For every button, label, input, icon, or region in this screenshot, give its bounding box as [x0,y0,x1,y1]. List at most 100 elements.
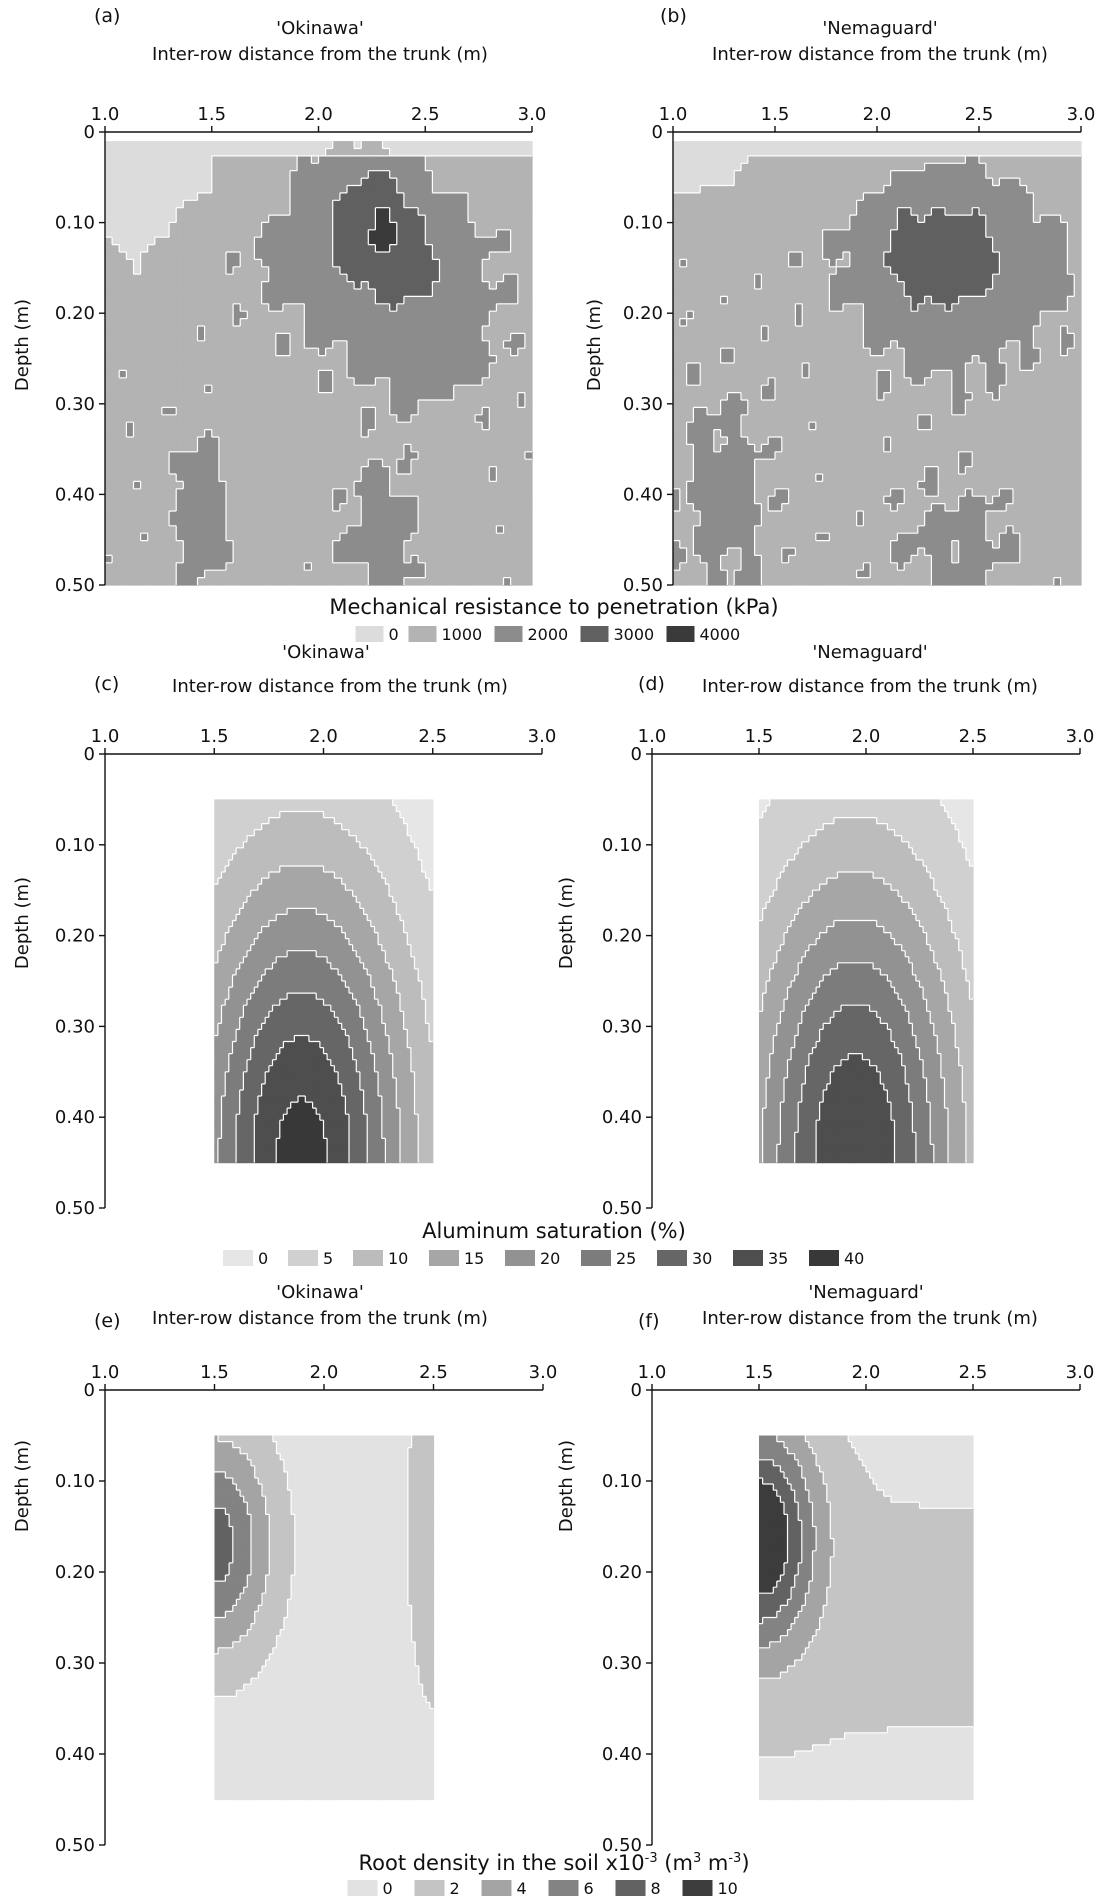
contour-lines [673,155,1081,585]
legend-swatch [429,1250,459,1266]
y-tick-label: 0.20 [55,1562,95,1583]
legend-swatch [288,1250,318,1266]
legend-label: 4000 [700,625,741,644]
panel-f-xlabel: Inter-row distance from the trunk (m) [702,1308,1038,1329]
y-tick-label: 0.10 [602,1471,642,1492]
legend-label: 30 [692,1249,712,1268]
panel-c: (c) 'Okinawa' Inter-row distance from th… [12,642,556,1219]
y-tick-label: 0.50 [602,1198,642,1219]
y-tick-label: 0.30 [55,394,95,415]
axes [646,1384,1081,1846]
x-tick-label: 2.5 [965,104,994,125]
panel-f-title: 'Nemaguard' [808,1282,923,1303]
axes [646,748,1081,1209]
y-tick-label: 0.40 [623,484,663,505]
panel-d-title: 'Nemaguard' [812,642,927,663]
x-tick-label: 1.5 [745,1362,774,1383]
panel-f: (f) 'Nemaguard' Inter-row distance from … [556,1282,1094,1856]
y-tick-label: 0.20 [55,303,95,324]
x-tick-label: 1.0 [91,104,120,125]
contour-field [214,799,434,1164]
panel-b-ylabel: Depth (m) [584,299,605,391]
contour-lines [759,1435,973,1758]
y-tick-label: 0 [631,744,642,765]
legend-label: 10 [718,1879,738,1898]
legend-label: 15 [464,1249,484,1268]
legend-swatch [408,626,437,642]
axes [99,126,533,586]
y-tick-label: 0.40 [602,1744,642,1765]
panel-e-xlabel: Inter-row distance from the trunk (m) [152,1308,488,1329]
legend-swatch [615,1880,646,1896]
legend-swatch [353,1250,383,1266]
panel-e: (e) 'Okinawa' Inter-row distance from th… [12,1282,557,1856]
legend-aluminum: Aluminum saturation (%) 0 5 10 15 20 25 30 35 40 [223,1219,864,1268]
legend-swatch [657,1250,687,1266]
panel-f-plot: 1.0 1.5 2.0 2.5 3.0 0 0.10 0.20 0.30 0.40 0.50 [602,1362,1094,1856]
x-tick-label: 3.0 [1066,726,1095,747]
y-tick-label: 0.10 [55,213,95,234]
legend-label: 25 [616,1249,636,1268]
legend-label: 10 [388,1249,408,1268]
panel-c-letter: (c) [94,673,119,695]
x-tick-label: 1.5 [200,1362,229,1383]
legend-label: 20 [540,1249,560,1268]
legend-swatch [505,1250,535,1266]
panel-a-plot: 1.0 1.5 2.0 2.5 3.0 0 0.10 0.20 0.30 0.40 0.50 [55,104,546,596]
x-tick-label: 3.0 [528,726,557,747]
y-tick-label: 0.40 [55,1107,95,1128]
y-tick-label: 0 [84,1380,95,1401]
y-tick-label: 0.50 [623,575,663,596]
contour-field [214,1435,435,1801]
panel-c-xlabel: Inter-row distance from the trunk (m) [172,676,508,697]
legend-label: 2000 [528,625,569,644]
x-tick-label: 2.0 [309,726,338,747]
legend-swatch [548,1880,579,1896]
x-tick-label: 2.0 [304,104,333,125]
legend-label: 4 [517,1879,527,1898]
x-tick-label: 3.0 [1067,104,1096,125]
y-tick-label: 0.20 [623,303,663,324]
panel-c-ylabel: Depth (m) [12,877,33,969]
panel-e-plot: 1.0 1.5 2.0 2.5 3.0 0 0.10 0.20 0.30 0.40 0.50 [55,1362,557,1856]
panel-e-title: 'Okinawa' [276,1282,364,1303]
contour-lines [759,799,973,1163]
contour-lines [105,141,532,585]
contour-field [759,1435,974,1801]
panel-a-letter: (a) [94,5,120,27]
x-tick-label: 2.5 [419,1362,448,1383]
y-tick-label: 0.50 [602,1835,642,1856]
x-tick-label: 1.5 [197,104,226,125]
legend-label: 35 [768,1249,788,1268]
y-tick-label: 0.50 [55,1835,95,1856]
x-tick-label: 1.0 [91,1362,120,1383]
x-tick-label: 2.0 [310,1362,339,1383]
y-tick-label: 0.30 [623,394,663,415]
y-tick-label: 0.30 [602,1016,642,1037]
legend-swatch [494,626,523,642]
contour-field [673,141,1082,586]
x-tick-label: 2.5 [411,104,440,125]
legend-label: 40 [844,1249,864,1268]
legend-label: 0 [389,625,399,644]
legend-label: 0 [258,1249,268,1268]
x-tick-label: 2.5 [418,726,447,747]
axes [99,1384,544,1846]
legend-label: 5 [323,1249,333,1268]
contour-lines [214,799,433,1163]
y-tick-label: 0 [631,1380,642,1401]
panel-c-title: 'Okinawa' [282,642,370,663]
y-tick-label: 0.20 [602,926,642,947]
y-tick-label: 0.40 [55,484,95,505]
contour-field [105,141,533,586]
contour-field [759,799,974,1164]
y-tick-label: 0.10 [55,835,95,856]
y-tick-label: 0.10 [55,1471,95,1492]
x-tick-label: 1.5 [761,104,790,125]
y-tick-label: 0 [84,122,95,143]
y-tick-label: 0.10 [602,835,642,856]
panel-b-title: 'Nemaguard' [822,18,937,39]
x-tick-label: 1.5 [200,726,229,747]
y-tick-label: 0.30 [602,1653,642,1674]
x-tick-label: 2.0 [863,104,892,125]
